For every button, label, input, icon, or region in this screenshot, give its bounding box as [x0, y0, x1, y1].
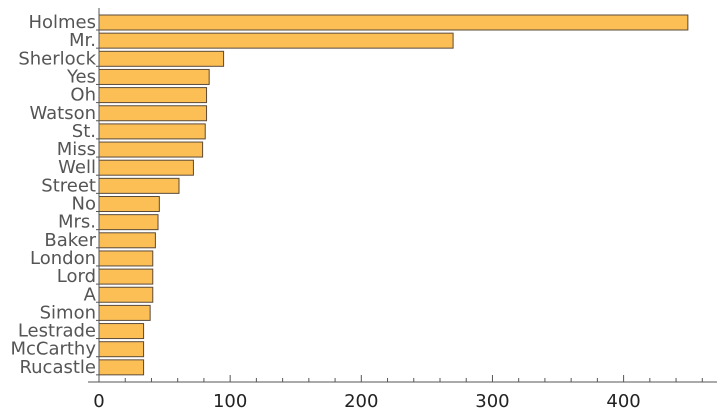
category-label: Baker	[44, 230, 96, 251]
category-label: Lestrade	[18, 321, 96, 342]
bar-watson	[98, 105, 208, 122]
bar-london	[98, 250, 154, 267]
bar-oh	[98, 87, 208, 104]
x-tick-label: 100	[213, 391, 247, 412]
category-label: Mrs.	[58, 212, 96, 233]
x-tick-label: 300	[475, 391, 509, 412]
bar-simon	[98, 304, 151, 321]
category-label: Lord	[57, 266, 96, 287]
category-label: McCarthy	[10, 339, 96, 360]
bar-well	[98, 159, 194, 176]
bar-mccarthy	[98, 341, 145, 358]
category-label: Street	[41, 175, 96, 196]
x-tick-label: 0	[93, 391, 104, 412]
bar-rucastle	[98, 359, 145, 376]
category-label: Simon	[40, 302, 96, 323]
x-tick-label: 200	[344, 391, 378, 412]
category-label: Watson	[29, 103, 96, 124]
category-label: Sherlock	[18, 48, 96, 69]
x-ticks	[98, 375, 703, 382]
category-label: Holmes	[28, 12, 96, 33]
category-label: A	[84, 284, 97, 305]
category-label: Mr.	[69, 30, 96, 51]
bar-yes	[98, 68, 210, 85]
category-label: St.	[72, 121, 96, 142]
bar-street	[98, 177, 180, 194]
bar-holmes	[98, 14, 689, 31]
bar-lestrade	[98, 323, 145, 340]
x-tick-labels: 0 100 200 300 400	[93, 391, 641, 412]
bar-no	[98, 196, 160, 212]
bars-layer	[98, 14, 689, 376]
category-label: No	[72, 194, 96, 215]
bar-miss	[98, 141, 204, 158]
category-label: Miss	[57, 139, 96, 160]
category-label: London	[30, 248, 96, 269]
category-label: Rucastle	[19, 357, 96, 378]
category-labels: HolmesMr.SherlockYesOhWatsonSt.MissWellS…	[10, 12, 99, 378]
bar-a	[98, 286, 154, 303]
bar-st	[98, 123, 206, 140]
x-tick-label: 400	[606, 391, 640, 412]
category-label: Well	[58, 157, 96, 178]
axes	[88, 8, 717, 383]
bar-mr	[98, 32, 454, 49]
bar-mrs	[98, 214, 159, 231]
category-label: Yes	[66, 66, 96, 87]
bar-sherlock	[98, 50, 225, 67]
bar-lord	[98, 268, 154, 285]
category-label: Oh	[70, 85, 96, 106]
bar-baker	[98, 232, 156, 249]
